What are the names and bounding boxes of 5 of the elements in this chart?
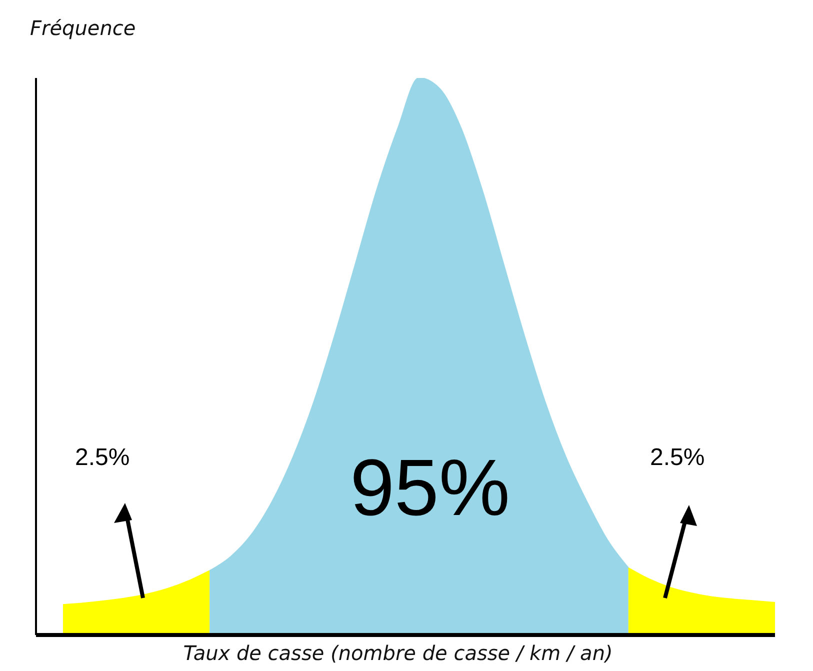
x-axis-title: Taux de casse (nombre de casse / km / an) [183, 641, 613, 665]
annotation: 2.5% [650, 444, 705, 471]
annotation: 95% [350, 443, 510, 532]
annotation: 2.5% [75, 444, 130, 471]
y-axis-title: Fréquence [30, 16, 136, 40]
